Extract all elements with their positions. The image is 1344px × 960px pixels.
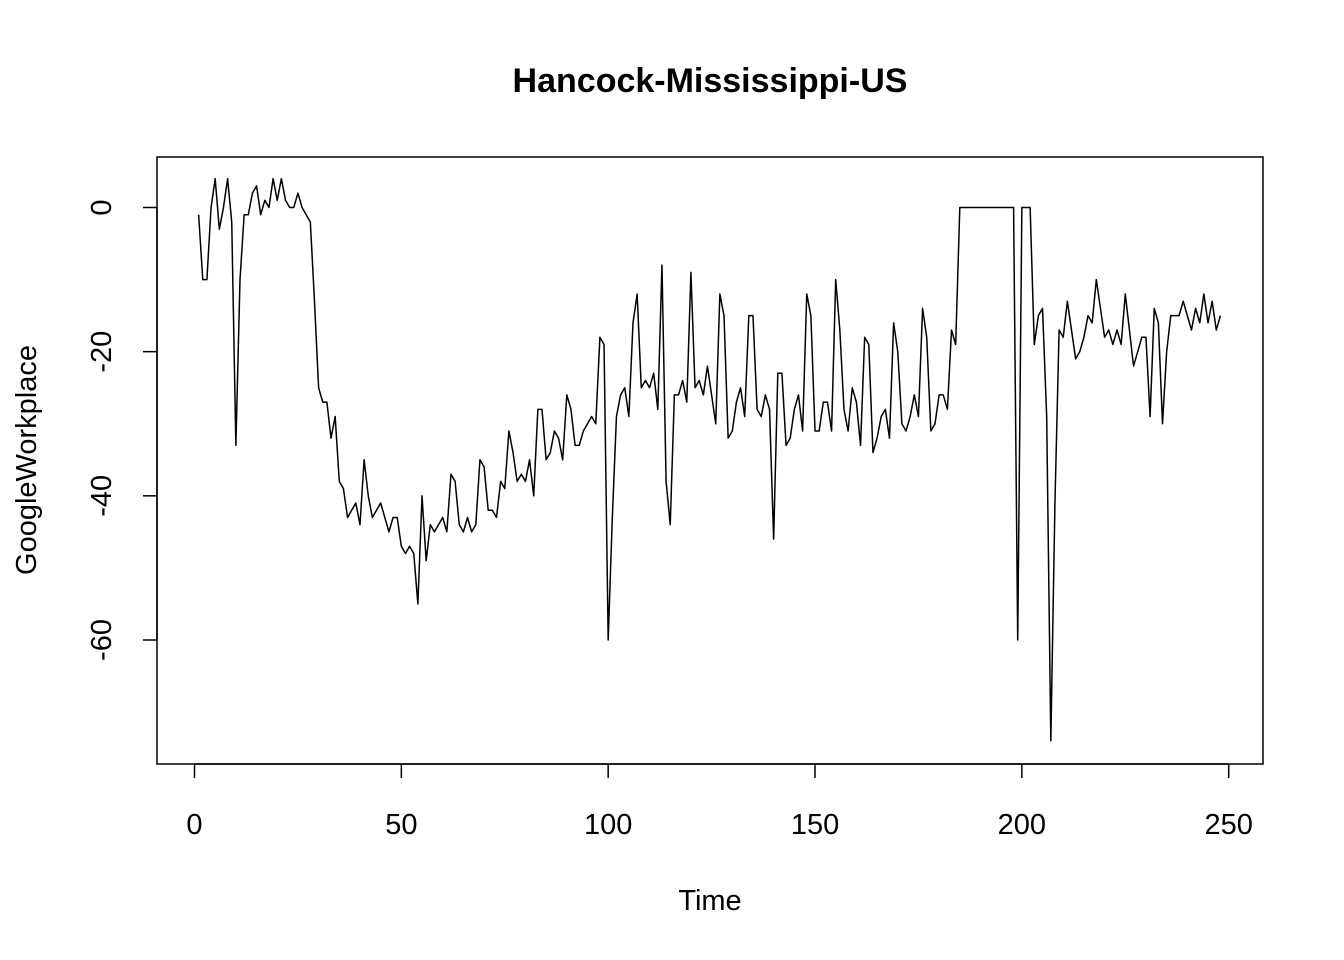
- chart-title: Hancock-Mississippi-US: [513, 62, 908, 100]
- y-axis: 0 -20 -40 -60: [86, 199, 158, 661]
- x-tick-label: 250: [1205, 809, 1253, 841]
- series-line: [197, 177, 1222, 742]
- y-tick-label: -20: [86, 331, 118, 373]
- plot-frame: [156, 156, 1264, 765]
- y-axis-label: GoogleWorkplace: [11, 345, 43, 575]
- x-tick-label: 150: [791, 809, 839, 841]
- x-tick-label: 50: [385, 809, 417, 841]
- x-tick-label: 0: [186, 809, 202, 841]
- y-tick-label: 0: [86, 199, 118, 215]
- x-axis: 0 50 100 150 200 250: [186, 763, 1253, 841]
- y-tick-label: -40: [86, 475, 118, 517]
- x-tick-label: 100: [584, 809, 632, 841]
- x-axis-label: Time: [678, 885, 741, 917]
- y-tick-label: -60: [86, 619, 118, 661]
- x-tick-label: 200: [998, 809, 1046, 841]
